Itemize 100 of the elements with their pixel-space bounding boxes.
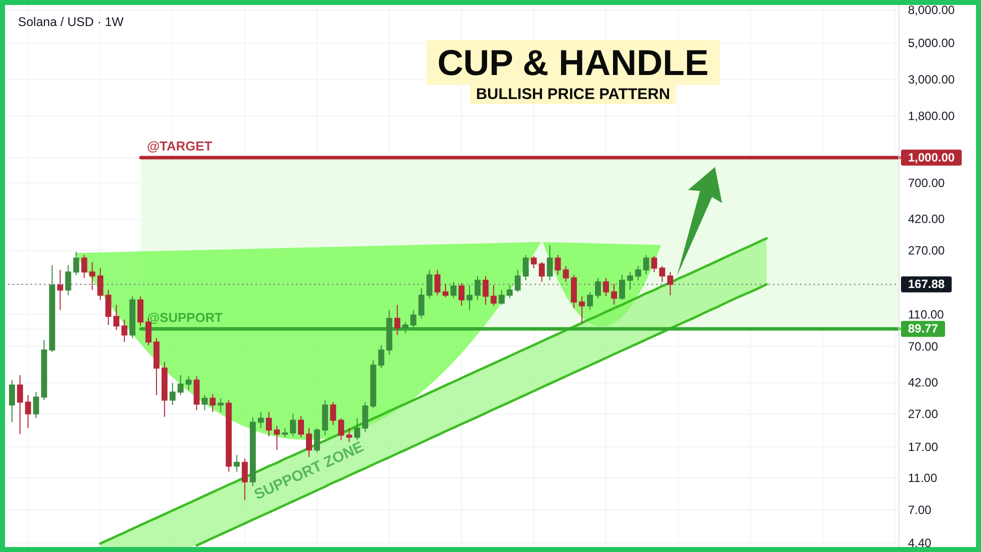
- candlestick: [73, 251, 80, 276]
- candlestick: [474, 275, 481, 300]
- candlestick: [659, 266, 666, 282]
- candlestick: [194, 376, 200, 411]
- y-tick-label: 70.00: [908, 339, 938, 354]
- candlestick: [514, 269, 521, 292]
- candlestick: [49, 264, 56, 353]
- ref-line-label: @TARGET: [147, 138, 212, 154]
- candlestick: [17, 374, 24, 435]
- candlestick: [154, 338, 160, 396]
- candlestick: [162, 362, 168, 418]
- candlestick: [202, 394, 208, 411]
- candlestick: [402, 322, 408, 334]
- y-tick-label: 700.00: [908, 176, 946, 190]
- candlestick: [354, 418, 360, 441]
- candlestick: [178, 374, 184, 396]
- candlestick: [466, 284, 473, 311]
- candlestick: [554, 254, 561, 276]
- candlestick: [137, 296, 144, 327]
- candlestick: [482, 275, 489, 306]
- y-tick-label: 11.00: [908, 470, 938, 485]
- y-tick-label: 3,000.00: [908, 72, 956, 86]
- candlestick: [635, 266, 642, 281]
- candlestick: [530, 256, 537, 269]
- candlestick: [450, 281, 456, 299]
- candlestick: [9, 380, 15, 423]
- candlestick: [442, 283, 448, 298]
- candlestick: [426, 269, 432, 299]
- candlestick: [434, 269, 440, 296]
- candlestick: [619, 274, 626, 300]
- y-tick-label: 89.77: [908, 322, 938, 336]
- annotation: Solana / USD · 1W: [18, 15, 124, 29]
- candlestick: [386, 310, 392, 356]
- candlestick: [105, 290, 112, 326]
- candlestick: [129, 296, 136, 339]
- candlestick: [410, 310, 416, 329]
- candlestick: [113, 304, 120, 331]
- candlestick: [346, 428, 352, 443]
- candlestick: [81, 254, 88, 278]
- y-tick-label: 42.00: [908, 376, 938, 390]
- candlestick: [643, 254, 650, 275]
- candlestick: [170, 382, 176, 406]
- candlestick: [242, 458, 248, 501]
- y-tick-label: 1,800.00: [908, 108, 956, 123]
- candlestick: [627, 271, 634, 291]
- candlestick: [210, 394, 216, 413]
- candlestick: [290, 413, 296, 437]
- candlestick: [65, 264, 72, 296]
- y-tick-label: 167.88: [908, 277, 946, 292]
- candlestick: [314, 428, 320, 453]
- candlestick: [89, 262, 96, 291]
- candlestick: [611, 283, 618, 306]
- candlestick: [330, 402, 336, 426]
- candlestick: [306, 428, 312, 458]
- candlestick: [578, 296, 585, 324]
- y-tick-label: 8,000.00: [908, 2, 956, 17]
- candlestick: [506, 284, 513, 299]
- candlestick: [394, 304, 400, 336]
- candlestick: [41, 340, 48, 401]
- y-tick-label: 17.00: [908, 440, 938, 454]
- candlestick: [458, 282, 465, 306]
- candlestick: [25, 394, 32, 429]
- candlestick: [490, 284, 497, 306]
- y-tick-label: 7.00: [908, 502, 932, 517]
- candlestick: [258, 412, 264, 429]
- candlestick: [538, 262, 545, 282]
- y-tick-label: 4.40: [908, 536, 932, 550]
- candlestick: [522, 254, 529, 281]
- candlestick: [667, 271, 674, 296]
- candlestick: [378, 344, 384, 369]
- candlestick: [234, 454, 240, 472]
- candlestick: [186, 376, 192, 391]
- candlestick: [57, 269, 64, 311]
- y-tick-label: 27.00: [908, 407, 938, 422]
- candlestick: [595, 277, 601, 299]
- candlestick: [282, 428, 288, 438]
- candlestick: [218, 398, 224, 413]
- y-tick-label: 420.00: [908, 212, 946, 226]
- candlestick: [33, 392, 40, 419]
- text: CUP & HANDLE: [437, 42, 709, 83]
- candlestick: [498, 290, 505, 306]
- text: BULLISH PRICE PATTERN: [476, 86, 670, 103]
- candlestick: [121, 319, 128, 342]
- candlestick: [250, 416, 256, 487]
- y-tick-label: 110.00: [908, 307, 944, 322]
- candlestick: [418, 288, 424, 319]
- candlestick: [546, 244, 553, 281]
- candlestick: [586, 291, 593, 311]
- y-tick-label: 1,000.00: [908, 150, 956, 164]
- candlestick: [362, 402, 368, 433]
- candlestick: [562, 266, 569, 282]
- candlestick: [226, 400, 232, 472]
- candlestick: [266, 412, 272, 437]
- candlestick: [570, 274, 577, 309]
- candlestick: [651, 256, 658, 272]
- candlestick: [298, 416, 304, 438]
- candlestick: [322, 400, 328, 436]
- y-tick-label: 270.00: [908, 243, 946, 258]
- candlestick: [274, 425, 280, 451]
- candlestick: [97, 268, 104, 300]
